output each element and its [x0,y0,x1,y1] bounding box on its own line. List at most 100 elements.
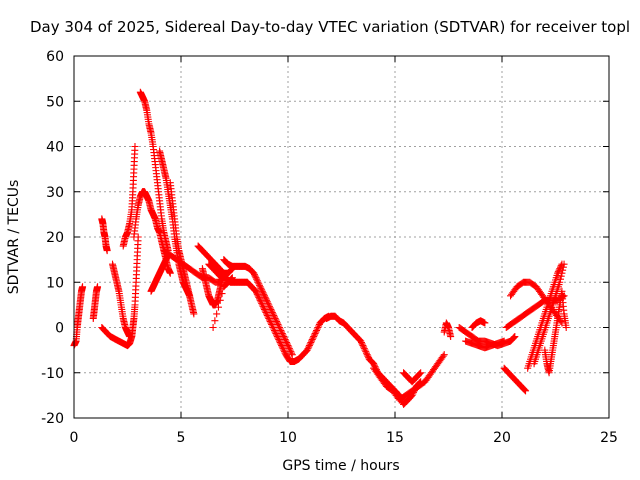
data-point [263,298,271,306]
data-point [278,330,286,338]
data-point [267,319,275,327]
data-point [259,302,267,310]
data-point [279,331,287,339]
data-point [282,337,290,345]
y-tick-label: 0 [55,321,64,337]
data-point [214,303,222,311]
data-point [262,295,270,303]
data-point [228,274,236,282]
data-point [262,308,270,316]
data-point [288,351,296,359]
data-point [276,325,284,333]
data-point [260,292,268,300]
chart-title: Day 304 of 2025, Sidereal Day-to-day VTE… [29,18,631,36]
series-t17 [209,274,236,331]
data-point [271,314,279,322]
data-point [260,304,268,312]
data-point [268,322,276,330]
data-point [272,316,280,324]
data-point [556,275,564,283]
data-point [276,339,284,347]
data-point [313,327,321,335]
data-point [283,339,291,347]
data-point [251,272,259,280]
data-point [254,278,262,286]
data-point [285,345,293,353]
data-point [307,339,315,347]
data-point [270,327,278,335]
data-point [357,337,365,345]
data-point [253,277,261,285]
y-tick-label: -20 [41,411,64,427]
data-point [362,349,370,357]
x-tick-label: 0 [70,430,79,446]
data-point [562,324,570,331]
series-t16 [220,256,296,359]
series-t25 [500,364,530,395]
data-point [268,308,276,316]
data-markers [70,88,570,408]
data-point [556,263,564,271]
data-point [284,342,292,350]
data-point [218,290,226,298]
data-point [255,293,263,301]
data-point [263,311,271,319]
data-point [500,337,508,345]
data-point [308,336,316,344]
data-point [273,333,281,341]
data-point [256,283,264,291]
data-point [556,265,564,273]
tick-labels: 0 5 10 15 20 25 -20 -10 0 10 20 30 40 50 60 [41,49,618,446]
data-point [227,275,235,283]
data-point [269,310,277,318]
data-point [554,268,562,276]
data-point [255,281,263,289]
data-point [280,346,288,354]
data-point [252,287,260,295]
data-point [416,370,424,378]
data-point [280,333,288,341]
y-axis-label: SDTVAR / TECUs [6,180,22,295]
data-point [260,290,268,298]
data-point [279,345,287,353]
series-t19 [370,351,448,404]
data-point [264,313,272,321]
series-t24 [468,317,489,331]
data-point [264,299,272,307]
data-point [265,301,273,309]
data-point [315,322,323,330]
data-point [309,334,317,342]
series-t15 [205,260,333,365]
data-point [288,349,296,357]
data-point [274,320,282,328]
data-point [304,345,312,353]
data-point [103,247,111,255]
data-point [255,280,263,288]
data-point [440,351,448,359]
series-t29 [524,260,566,372]
x-axis-label: GPS time / hours [282,458,399,474]
data-point [278,343,286,351]
data-point [278,342,286,350]
x-tick-label: 20 [493,430,511,446]
data-point [511,333,519,341]
series-t23 [462,337,508,352]
data-point [280,334,288,342]
data-point [509,334,517,342]
data-point [275,337,283,345]
series-t11 [166,179,198,318]
series-t1 [70,283,87,350]
data-point [258,301,266,309]
data-point [314,324,322,331]
data-point [266,304,274,312]
x-tick-label: 15 [386,430,404,446]
data-point [258,286,266,294]
data-point [481,319,489,327]
series-t26 [507,278,566,327]
y-tick-label: 50 [46,94,64,110]
series-t21 [440,319,455,341]
data-point [557,317,565,325]
data-point [269,324,277,331]
data-point [555,266,563,274]
